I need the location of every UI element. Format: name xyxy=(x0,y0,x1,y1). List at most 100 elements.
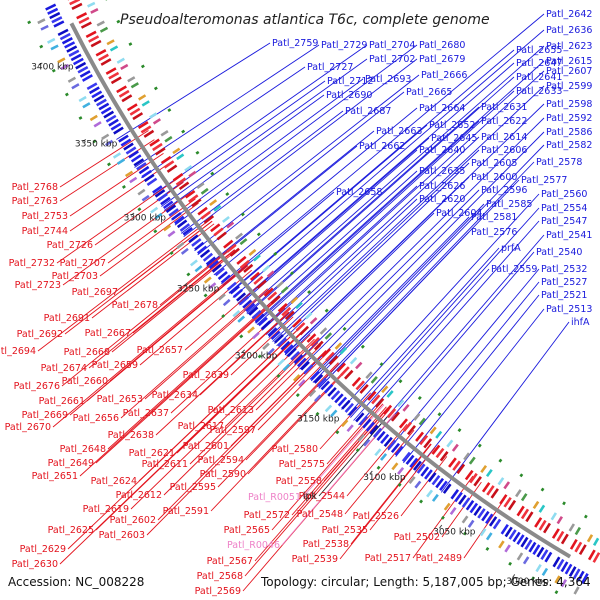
gene-arrow-mark xyxy=(91,90,103,99)
gene-arrow-mark xyxy=(280,286,289,294)
gene-arrow-mark xyxy=(200,187,209,195)
gene-arrow-mark xyxy=(469,472,478,484)
gene-arrow-mark xyxy=(419,434,429,446)
gene-arrow-mark xyxy=(431,475,441,486)
gene-arrow-mark xyxy=(167,108,172,112)
gene-arrow-mark xyxy=(283,344,294,354)
leader-line xyxy=(246,106,480,314)
gene-arrow-mark xyxy=(239,259,250,269)
gene-label: Patl_2697 xyxy=(72,287,118,298)
gene-arrow-mark xyxy=(531,576,536,581)
gene-arrow-mark xyxy=(210,171,215,176)
gene-label: Patl_2727 xyxy=(307,62,353,73)
gene-label: Patl_2652 xyxy=(429,120,475,131)
gene-arrow-mark xyxy=(110,122,122,131)
gene-arrow-mark xyxy=(562,501,566,506)
gene-arrow-mark xyxy=(71,2,83,10)
gene-arrow-mark xyxy=(328,355,339,366)
gene-arrow-mark xyxy=(405,454,415,465)
gene-arrow-mark xyxy=(149,138,160,147)
kbp-tick-mark xyxy=(303,412,307,416)
gene-arrow-mark xyxy=(358,415,368,426)
leader-line xyxy=(254,407,389,562)
gene-label: Patl_2726 xyxy=(47,240,93,251)
gene-label: Patl_2560 xyxy=(541,189,587,200)
leader-line xyxy=(94,181,184,246)
gene-arrow-mark xyxy=(220,274,231,284)
leader-line xyxy=(62,192,191,286)
gene-label: Patl_2598 xyxy=(546,99,592,110)
gene-arrow-mark xyxy=(211,263,222,273)
gene-label: Patl_2669 xyxy=(22,410,68,421)
gene-arrow-mark xyxy=(497,477,505,486)
gene-arrow-mark xyxy=(564,563,573,575)
gene-arrow-mark xyxy=(60,63,69,70)
gene-arrow-mark xyxy=(554,575,561,584)
leader-line xyxy=(194,74,420,252)
gene-arrow-mark xyxy=(387,439,397,451)
gene-arrow-mark xyxy=(367,390,377,401)
gene-arrow-mark xyxy=(137,207,142,212)
gene-arrow-mark xyxy=(355,448,360,453)
kbp-tick-label: 3150 kbp xyxy=(297,414,340,424)
gene-arrow-mark xyxy=(169,251,174,256)
gene-arrow-mark xyxy=(394,445,404,457)
gene-arrow-mark xyxy=(213,227,224,237)
leader-line xyxy=(274,149,480,344)
gene-arrow-mark xyxy=(40,24,49,31)
gene-arrow-mark xyxy=(583,514,588,519)
gene-arrow-mark xyxy=(554,590,559,595)
gene-arrow-mark xyxy=(435,430,443,439)
kbp-tick-label: 3350 kbp xyxy=(75,140,118,150)
gene-label: Patl_2591 xyxy=(163,506,209,517)
gene-arrow-mark xyxy=(341,419,349,428)
kbp-tick-mark xyxy=(183,282,188,287)
gene-label: Patl_2539 xyxy=(292,554,338,565)
leader-line xyxy=(59,130,149,188)
gene-label: Patl_2622 xyxy=(481,116,527,127)
leader-line xyxy=(370,234,545,436)
gene-arrow-mark xyxy=(580,573,589,584)
gene-label: Patl_2613 xyxy=(208,405,254,416)
gene-arrow-mark xyxy=(309,317,318,325)
gene-arrow-mark xyxy=(560,579,568,588)
gene-arrow-mark xyxy=(199,249,211,259)
gene-arrow-mark xyxy=(101,133,110,141)
gene-arrow-mark xyxy=(481,510,490,522)
gene-arrow-mark xyxy=(586,534,594,543)
gene-arrow-mark xyxy=(485,513,494,525)
gene-arrow-mark xyxy=(525,511,534,523)
gene-arrow-mark xyxy=(245,302,256,313)
gene-arrow-mark xyxy=(376,430,386,441)
gene-label: Patl_2513 xyxy=(546,304,592,315)
gene-label: Patl_2544 xyxy=(299,491,345,502)
gene-arrow-mark xyxy=(290,296,299,304)
gene-arrow-mark xyxy=(80,21,92,29)
leader-line xyxy=(358,220,540,426)
leader-line xyxy=(268,198,418,338)
gene-arrow-mark xyxy=(248,248,257,256)
gene-arrow-mark xyxy=(406,424,417,436)
gene-arrow-mark xyxy=(171,211,182,221)
gene-label: Patl_2502 xyxy=(394,532,440,543)
gene-label: Patl_2547 xyxy=(541,216,587,227)
gene-label: Patl_2521 xyxy=(541,290,587,301)
gene-arrow-mark xyxy=(138,94,147,101)
leader-line xyxy=(318,231,470,389)
leader-line xyxy=(189,339,317,465)
gene-arrow-mark xyxy=(88,86,100,95)
gene-arrow-mark xyxy=(67,76,77,83)
gene-label: Patl_2691 xyxy=(44,313,90,324)
gene-arrow-mark xyxy=(429,426,437,435)
gene-label: Patl_2660 xyxy=(62,376,108,387)
gene-arrow-mark xyxy=(39,44,44,49)
gene-arrow-mark xyxy=(68,49,80,57)
leader-line xyxy=(369,447,436,531)
gene-arrow-mark xyxy=(160,196,171,206)
gene-arrow-mark xyxy=(488,516,498,527)
leader-line xyxy=(251,170,418,320)
gene-arrow-mark xyxy=(128,42,133,46)
gene-arrow-mark xyxy=(371,394,381,405)
kbp-tick-label: 3400 kbp xyxy=(31,63,74,73)
gene-arrow-mark xyxy=(386,408,397,419)
